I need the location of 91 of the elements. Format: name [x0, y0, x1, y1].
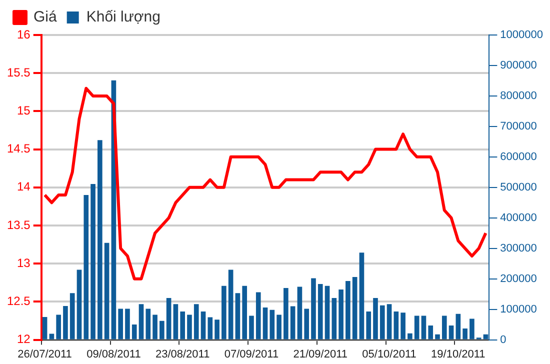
bar	[284, 288, 288, 340]
bar	[132, 324, 137, 340]
x-tick-label: 26/07/2011	[18, 348, 72, 360]
x-tick-label: 09/08/2011	[86, 348, 141, 360]
bar	[311, 278, 316, 340]
bar	[324, 286, 330, 340]
bar	[380, 305, 385, 340]
bar	[428, 325, 434, 340]
bar	[394, 311, 399, 340]
bar	[435, 334, 440, 340]
y-tick-label: 12	[16, 332, 31, 346]
y-tick-label: 14.5	[6, 142, 31, 156]
y-tick-label: 13.5	[6, 218, 31, 232]
bar	[304, 308, 310, 340]
bar	[414, 316, 420, 340]
y2-tick-label: 0	[500, 334, 506, 346]
bar	[152, 314, 158, 340]
bar	[262, 307, 268, 340]
bar	[242, 286, 248, 340]
bar	[160, 320, 164, 340]
y-tick-label: 14	[16, 180, 31, 194]
bar	[222, 286, 226, 340]
legend-label: Khối lượng	[86, 8, 160, 26]
bar	[180, 311, 186, 340]
y-tick-label: 15.5	[6, 65, 31, 80]
y-tick-label: 15	[16, 104, 31, 118]
bar	[373, 298, 378, 340]
bar	[118, 308, 123, 340]
bar	[462, 328, 468, 340]
bar	[194, 304, 199, 340]
bar	[173, 304, 178, 340]
bar	[84, 195, 89, 340]
bar	[166, 298, 172, 340]
bar	[249, 316, 254, 340]
bar	[49, 334, 54, 340]
bar	[56, 314, 61, 340]
bar	[386, 304, 392, 340]
x-tick-label: 19/10/2011	[431, 348, 486, 360]
y2-tick-label: 700000	[500, 120, 537, 132]
bar	[208, 317, 213, 340]
bar	[442, 316, 447, 340]
bar	[400, 312, 406, 340]
bar	[63, 306, 68, 340]
bar	[200, 311, 206, 340]
bar	[270, 310, 275, 340]
bar	[76, 270, 82, 340]
y2-tick-label: 900000	[500, 60, 537, 72]
bar	[290, 306, 296, 340]
bar	[90, 184, 96, 340]
y-tick-label: 16	[16, 27, 31, 42]
bar	[456, 314, 461, 340]
bar	[187, 314, 192, 340]
bar	[359, 252, 364, 340]
bar	[98, 140, 102, 340]
x-tick-label: 23/08/2011	[155, 348, 210, 360]
bar	[276, 314, 282, 340]
bar	[338, 290, 344, 340]
bar	[42, 316, 48, 340]
y2-tick-label: 400000	[500, 212, 537, 224]
bar	[214, 320, 220, 340]
bar	[146, 308, 151, 340]
y-tick-label: 13	[16, 256, 31, 270]
x-tick-label: 05/10/2011	[362, 348, 416, 360]
bar	[70, 293, 75, 340]
x-tick-label: 21/09/2011	[293, 348, 348, 360]
y-tick-label: 12.5	[6, 294, 31, 308]
y2-tick-label: 1000000	[500, 29, 544, 42]
legend-label: Giá	[34, 8, 58, 26]
bar	[297, 286, 302, 340]
bar	[448, 325, 454, 340]
bar	[346, 280, 350, 340]
bar	[104, 242, 110, 340]
bar	[318, 284, 323, 340]
bar	[125, 308, 130, 340]
bar	[470, 318, 474, 340]
x-tick-label: 07/09/2011	[224, 348, 279, 360]
bar	[332, 298, 337, 340]
bar	[235, 293, 240, 340]
y2-tick-label: 100000	[500, 303, 537, 316]
bar	[421, 316, 426, 340]
bar	[408, 333, 412, 340]
y2-tick-label: 600000	[500, 150, 537, 163]
bar	[138, 304, 144, 340]
y2-tick-label: 300000	[500, 242, 537, 254]
y2-tick-label: 800000	[500, 90, 537, 102]
y2-tick-label: 500000	[500, 181, 537, 194]
bar	[228, 270, 234, 340]
bar	[366, 311, 372, 340]
bar	[256, 292, 261, 340]
y2-tick-label: 200000	[500, 272, 537, 285]
bar	[352, 277, 358, 340]
